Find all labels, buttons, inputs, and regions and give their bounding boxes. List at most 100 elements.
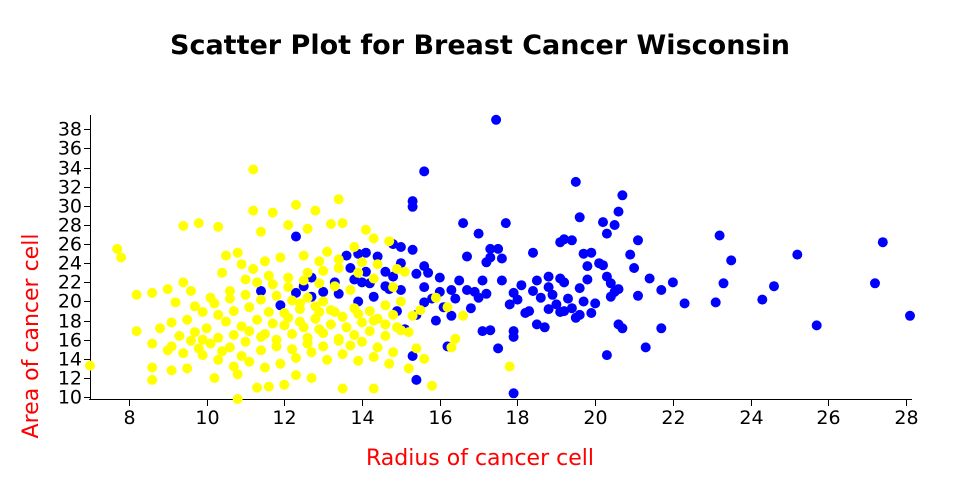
scatter-point <box>491 114 502 125</box>
scatter-point <box>213 221 224 232</box>
x-axis-ticks: 8 10 12 14 16 18 20 22 24 26 28 <box>123 400 919 429</box>
scatter-point <box>256 226 266 237</box>
scatter-point <box>302 223 313 234</box>
scatter-point <box>473 292 484 303</box>
scatter-point <box>543 282 554 293</box>
scatter-point <box>496 275 507 286</box>
scatter-point <box>446 342 457 353</box>
scatter-point <box>384 358 395 369</box>
scatter-point <box>178 277 189 288</box>
scatter-point <box>112 243 123 254</box>
scatter-point <box>213 332 224 343</box>
scatter-point <box>186 335 196 346</box>
scatter-point <box>325 319 336 330</box>
scatter-point <box>531 275 542 286</box>
scatter-point <box>364 326 375 337</box>
scatter-point <box>244 302 255 313</box>
scatter-point <box>609 220 620 230</box>
scatter-point <box>248 205 259 216</box>
scatter-point <box>388 347 399 358</box>
scatter-point <box>477 326 488 337</box>
scatter-point <box>302 267 313 278</box>
scatter-point <box>224 342 235 353</box>
x-axis: 8 10 12 14 16 18 20 22 24 26 28 <box>89 399 919 429</box>
scatter-point <box>380 330 391 341</box>
scatter-point <box>275 252 286 263</box>
scatter-point <box>415 305 426 316</box>
scatter-point <box>314 256 325 267</box>
scatter-point <box>333 335 344 346</box>
scatter-point <box>314 324 325 335</box>
scatter-point <box>236 351 247 361</box>
point-series-0 <box>256 114 915 399</box>
scatter-point <box>228 306 239 317</box>
scatter-point <box>493 343 504 354</box>
scatter-point <box>403 363 414 374</box>
scatter-point <box>298 250 309 261</box>
data-points <box>85 114 915 404</box>
scatter-point <box>555 273 566 284</box>
scatter-point <box>275 300 286 311</box>
scatter-point <box>228 330 239 340</box>
scatter-point <box>446 310 457 321</box>
scatter-point <box>287 329 298 339</box>
scatter-point <box>131 289 142 300</box>
scatter-point <box>465 303 476 314</box>
scatter-point <box>248 164 259 175</box>
scatter-point <box>116 252 127 263</box>
scatter-point <box>298 275 309 286</box>
scatter-point <box>182 363 193 374</box>
scatter-point <box>306 373 317 383</box>
scatter-point <box>578 296 589 307</box>
scatter-point <box>368 352 379 362</box>
scatter-point <box>504 299 515 310</box>
scatter-point <box>318 265 329 276</box>
scatter-point <box>411 268 422 279</box>
scatter-point <box>555 237 566 248</box>
scatter-point <box>217 346 228 357</box>
scatter-point <box>493 243 504 254</box>
scatter-point <box>333 288 344 299</box>
scatter-point <box>633 290 643 301</box>
scatter-point <box>392 322 402 333</box>
scatter-point <box>601 228 612 239</box>
scatter-point <box>380 266 391 277</box>
scatter-point <box>570 176 581 187</box>
x-tick-label: 24 <box>739 407 763 429</box>
scatter-point <box>345 285 356 295</box>
scatter-point <box>294 298 305 309</box>
scatter-point <box>197 334 208 345</box>
scatter-point <box>267 207 278 218</box>
scatter-point <box>283 282 294 293</box>
scatter-point <box>263 381 274 392</box>
scatter-point <box>368 383 379 394</box>
scatter-point <box>345 263 356 273</box>
scatter-point <box>407 351 418 361</box>
x-tick-label: 28 <box>894 407 918 429</box>
scatter-point <box>496 253 507 264</box>
scatter-point <box>368 291 379 302</box>
scatter-point <box>341 322 352 333</box>
scatter-point <box>147 287 158 298</box>
scatter-point <box>314 307 325 317</box>
scatter-point <box>395 285 406 295</box>
scatter-point <box>613 206 624 217</box>
scatter-point <box>504 361 515 372</box>
scatter-point <box>291 231 301 242</box>
scatter-point <box>419 282 430 293</box>
scatter-point <box>337 218 348 229</box>
y-tick-label: 10 <box>58 387 82 409</box>
scatter-point <box>209 298 220 309</box>
scatter-point <box>551 299 562 310</box>
scatter-point <box>186 286 196 296</box>
scatter-point <box>337 349 348 360</box>
scatter-point <box>411 343 422 354</box>
scatter-point <box>224 293 235 304</box>
scatter-point <box>283 312 294 323</box>
scatter-point <box>85 360 95 371</box>
scatter-point <box>306 347 317 358</box>
scatter-point <box>419 166 430 177</box>
scatter-point <box>485 325 496 336</box>
scatter-point <box>314 278 325 289</box>
